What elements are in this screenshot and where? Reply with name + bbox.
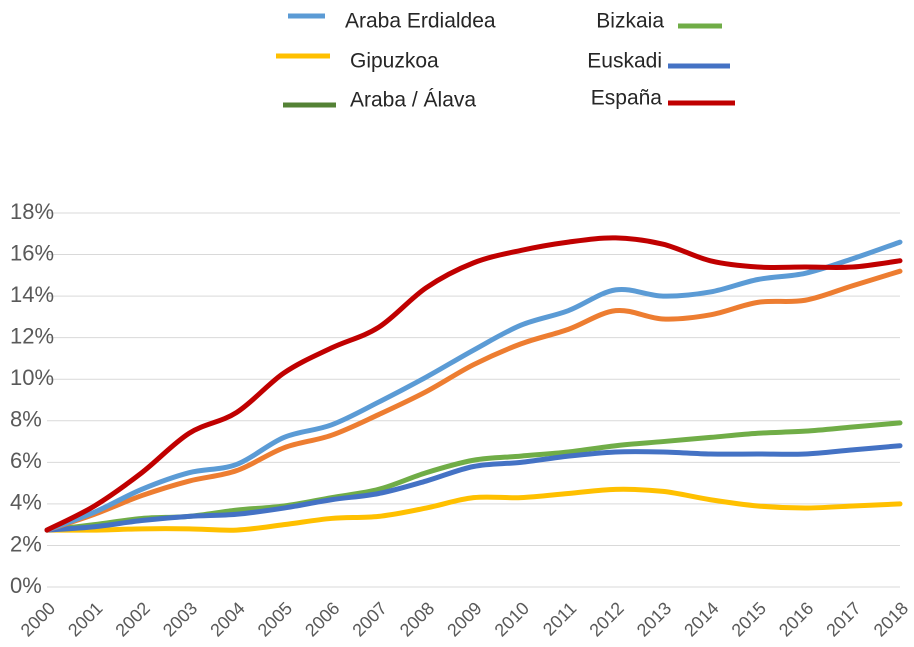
legend-item: Araba Erdialdea [288,10,496,33]
y-tick-label: 14% [10,282,54,307]
x-tick-label: 2006 [301,598,343,640]
legend-label: Euskadi [587,50,662,73]
x-tick-label: 2000 [17,598,59,640]
legend-item: Bizkaia [596,10,722,33]
y-tick-label: 12% [10,323,54,348]
y-tick-label: 10% [10,365,54,390]
x-tick-label: 2010 [491,598,533,640]
x-tick-label: 2007 [348,598,390,640]
legend-label: Bizkaia [596,10,664,33]
x-tick-label: 2012 [585,598,627,640]
x-tick-label: 2005 [254,598,296,640]
legend-item: España [591,87,735,110]
x-tick-label: 2009 [443,598,485,640]
y-tick-label: 4% [10,490,42,515]
legend-label: España [591,87,663,110]
x-tick-label: 2004 [206,598,248,640]
series-line [44,486,903,533]
series-line [44,443,903,533]
x-tick-label: 2014 [680,598,722,640]
x-tick-label: 2008 [396,598,438,640]
x-tick-label: 2003 [159,598,201,640]
series-line [44,235,903,533]
legend-item: Gipuzkoa [276,50,439,73]
x-tick-label: 2015 [728,598,770,640]
series-line [44,268,903,533]
x-tick-label: 2018 [870,598,912,640]
legend-label: Araba Erdialdea [345,10,496,33]
x-tick-label: 2017 [822,598,864,640]
legend-label: Araba / Álava [350,89,476,112]
legend-item: Araba / Álava [283,89,476,112]
legend-item: Euskadi [587,50,730,73]
legend-label: Gipuzkoa [350,50,439,73]
x-tick-label: 2011 [539,598,581,640]
y-tick-label: 8% [10,407,42,432]
y-tick-label: 18% [10,199,54,224]
x-tick-label: 2016 [775,598,817,640]
series-line [44,239,903,533]
x-tick-label: 2002 [112,598,154,640]
y-tick-label: 0% [10,573,42,598]
y-tick-label: 6% [10,448,42,473]
x-tick-label: 2013 [633,598,675,640]
x-tick-label: 2001 [64,598,106,640]
y-tick-label: 16% [10,240,54,265]
y-tick-label: 2% [10,531,42,556]
